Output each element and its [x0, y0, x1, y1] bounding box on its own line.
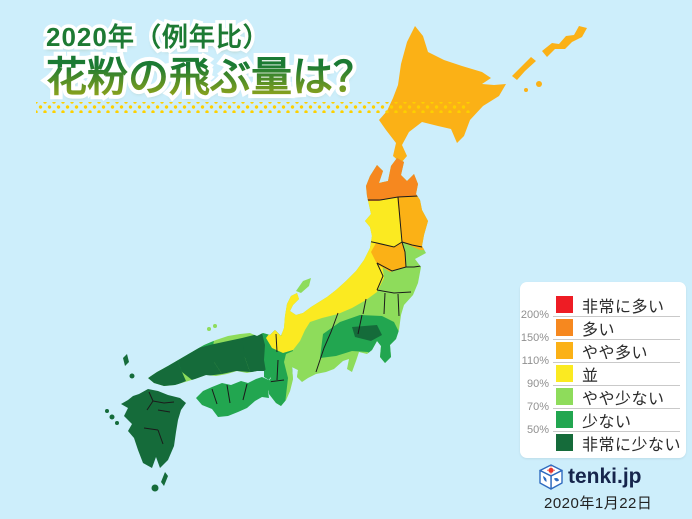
- legend-tick-110: 110%: [521, 355, 549, 367]
- legend-label: 少ない: [582, 413, 632, 431]
- title-block: 2020年（例年比） 2020年（例年比） 花粉の飛ぶ量は？ 花粉の飛ぶ量は？: [42, 19, 378, 105]
- tenki-jp-logo-icon: [539, 464, 563, 490]
- legend-row: 110% 並: [520, 355, 686, 385]
- legend-row: 50% 非常に少ない: [520, 424, 686, 454]
- footer-brand-block: tenki.jp 2020年1月22日: [538, 463, 652, 513]
- legend-tick-50: 50%: [526, 424, 549, 436]
- region-kyushu-islands: [105, 354, 168, 492]
- title-year-line: 2020年（例年比） 2020年（例年比）: [43, 19, 374, 56]
- prefecture-borders-shikoku: [211, 383, 248, 405]
- title-year-line-text: 2020年（例年比）: [46, 22, 270, 52]
- forecast-date: 2020年1月22日: [544, 495, 653, 512]
- legend-tick-70: 70%: [526, 401, 549, 413]
- prefecture-borders-kyushu: [143, 391, 175, 445]
- region-hokkaido: [379, 26, 506, 163]
- legend-swatch-somewhat-low: [556, 388, 573, 405]
- title-main-line-text: 花粉の飛ぶ量は？: [46, 54, 374, 100]
- region-okayama: [214, 338, 250, 374]
- legend-row: 150% やや多い: [520, 332, 686, 362]
- legend-swatch-high: [556, 319, 573, 336]
- region-hokkaido-islands: [512, 26, 587, 92]
- region-kyushu: [121, 389, 186, 468]
- legend-label: 多い: [582, 321, 616, 339]
- title-year-line-stroke: 2020年（例年比）: [43, 19, 273, 56]
- legend-swatch-somewhat-high: [556, 342, 573, 359]
- legend-tick-200: 200%: [520, 309, 549, 321]
- legend-label: 非常に少ない: [582, 436, 682, 454]
- legend-label: やや多い: [582, 344, 649, 362]
- legend-row: 非常に多い: [520, 293, 686, 316]
- region-oki: [207, 324, 217, 331]
- title-main-line: 花粉の飛ぶ量は？ 花粉の飛ぶ量は？: [42, 50, 378, 104]
- legend-label: やや少ない: [582, 390, 665, 408]
- title-dotted-underline: [36, 102, 470, 113]
- region-yamaguchi: [148, 352, 186, 387]
- region-shikoku: [196, 377, 271, 417]
- legend-swatch-very-high: [556, 296, 573, 313]
- legend-row: 200% 多い: [520, 309, 686, 339]
- region-akita: [358, 197, 402, 247]
- legend-swatch-normal: [556, 365, 573, 382]
- pollen-level-legend: 非常に多い 200% 多い 150% やや多い 110% 並 90% やや少ない…: [520, 282, 686, 458]
- region-awaji: [264, 366, 274, 380]
- legend-swatch-very-low: [556, 434, 573, 451]
- region-sado: [296, 278, 311, 293]
- legend-tick-90: 90%: [526, 378, 549, 390]
- title-main-line-stroke: 花粉の飛ぶ量は？: [42, 50, 378, 104]
- legend-swatch-low: [556, 411, 573, 428]
- legend-row: 90% やや少ない: [520, 378, 686, 408]
- tenki-jp-brand-text[interactable]: tenki.jp: [568, 465, 642, 488]
- legend-tick-150: 150%: [520, 332, 549, 344]
- legend-row: 70% 少ない: [520, 401, 686, 431]
- region-aomori: [355, 158, 428, 201]
- legend-label: 非常に多い: [582, 298, 665, 316]
- region-hyogo: [241, 333, 266, 372]
- legend-label: 並: [582, 367, 599, 385]
